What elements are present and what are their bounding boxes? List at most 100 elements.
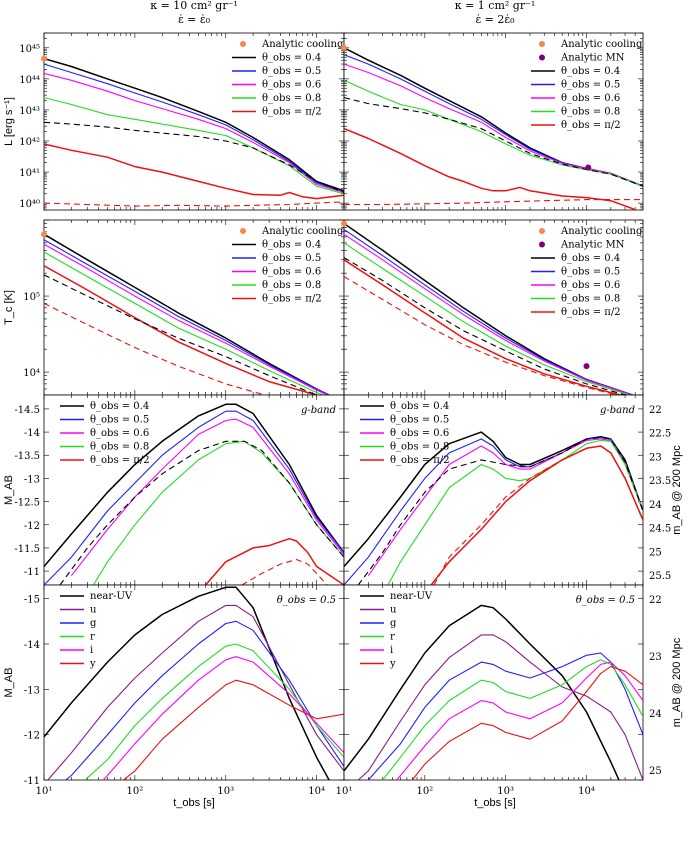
dashed-reference-line	[44, 201, 344, 207]
analytic-cooling-point	[341, 220, 347, 227]
series-line	[344, 242, 632, 395]
x-tick-label: 10²	[127, 786, 144, 797]
y-tick-label: 10⁴¹	[19, 168, 40, 179]
legend-marker	[539, 241, 545, 248]
y-tick-label: 10⁴	[23, 368, 40, 379]
legend-marker	[539, 54, 545, 61]
dashed-reference-line	[344, 257, 628, 395]
legend-entry: θ_obs = π/2	[390, 455, 450, 466]
y-tick-label: -11	[24, 776, 40, 787]
legend-entry: θ_obs = 0.8	[561, 107, 620, 118]
dashed-reference-line	[433, 445, 643, 585]
x-tick-label: 10¹	[336, 786, 353, 797]
series-group	[44, 586, 344, 780]
legend-entry: θ_obs = 0.6	[262, 267, 321, 278]
y2-tick-label: 22	[649, 405, 662, 416]
dashed-reference-line	[44, 121, 344, 194]
y2-tick-label: 24	[649, 709, 662, 720]
x-axis-label-left: t_obs [s]	[173, 797, 215, 809]
series-line	[70, 418, 344, 577]
y2-tick-label: 24	[649, 500, 662, 511]
panels: 10⁴⁰ 10⁴¹ 10⁴² 10⁴³ 10⁴⁴ 10⁴⁵ L [erg s⁻¹] Analy…	[3, 32, 683, 797]
series-line	[344, 233, 634, 395]
plot-frame	[43, 584, 345, 781]
y2-axis-label: m_AB @ 200 Mpc	[671, 445, 683, 535]
legend: Analytic cooling θ_obs = 0.4 θ_obs = 0.5 θ_…	[232, 226, 344, 305]
series-group	[44, 57, 344, 207]
y-tick-label: 10⁴³	[19, 106, 40, 117]
series-line	[411, 666, 643, 780]
y-tick-label: 10⁴⁵	[19, 44, 40, 55]
dashed-reference-line	[344, 276, 619, 395]
legend-entry: θ_obs = π/2	[262, 107, 322, 118]
series-line	[44, 410, 344, 585]
column-title-left-line1: κ = 10 cm² gr⁻¹	[150, 0, 238, 12]
legend-entry: y	[89, 659, 96, 670]
legend-entry: Analytic cooling	[560, 39, 643, 50]
series-line	[344, 79, 643, 187]
series-line	[44, 403, 344, 567]
panel-annotation: θ_obs = 0.5	[277, 595, 336, 606]
series-line	[382, 659, 643, 780]
y-tick-label: 10⁴²	[19, 137, 40, 148]
legend-entry: θ_obs = 0.5	[262, 253, 321, 264]
plot-frame	[343, 219, 644, 396]
legend-entry: θ_obs = 0.4	[561, 66, 620, 77]
legend-marker	[539, 41, 545, 47]
legend-entry: θ_obs = 0.8	[90, 442, 149, 453]
y2-tick-label: 24.5	[649, 524, 671, 535]
series-line	[44, 143, 344, 200]
series-line	[367, 652, 643, 780]
y2-tick-label: 23	[649, 652, 662, 663]
legend-entry: θ_obs = 0.4	[561, 253, 620, 264]
panel-annotation: g-band	[600, 405, 635, 416]
y2-axis-label: m_AB @ 200 Mpc	[671, 637, 683, 727]
series-group	[44, 403, 344, 585]
legend-marker	[240, 41, 246, 47]
y-tick-label: 10⁴⁰	[19, 199, 40, 210]
dashed-reference-line	[44, 302, 267, 395]
y-tick-label: -14	[24, 428, 40, 439]
y-axis-label: T_c [K]	[3, 290, 15, 325]
panel-top-right: Analytic cooling Analytic MN θ_obs = 0.4 θ_…	[341, 32, 644, 211]
y2-tick-label: 22	[649, 595, 662, 606]
legend-entry: near-UV	[90, 591, 133, 602]
legend: Analytic cooling θ_obs = 0.4 θ_obs = 0.5 θ_…	[232, 39, 344, 118]
dashed-reference-line	[241, 558, 328, 585]
legend-entry: θ_obs = 0.8	[262, 93, 321, 104]
y2-tick-label: 25	[649, 766, 662, 777]
legend-entry: θ_obs = 0.8	[561, 294, 620, 305]
panel-annotation: θ_obs = 0.5	[576, 595, 635, 606]
series-line	[396, 661, 643, 780]
x-tick-label: 10³	[217, 786, 234, 797]
y2-tick-label: 22.5	[649, 429, 671, 440]
legend-entry: θ_obs = 0.8	[390, 442, 449, 453]
series-line	[84, 643, 344, 780]
column-title-left-line2: ε̇ = ε̇₀	[178, 13, 211, 26]
analytic-cooling-point	[41, 55, 47, 62]
series-line	[44, 57, 344, 192]
legend: θ_obs = 0.4 θ_obs = 0.5 θ_obs = 0.6 θ_obs =…	[60, 401, 150, 466]
legend-entry: θ_obs = π/2	[561, 120, 621, 131]
series-line	[47, 604, 344, 780]
legend-entry: θ_obs = π/2	[262, 294, 322, 305]
legend-entry: Analytic MN	[560, 53, 625, 64]
series-line	[44, 265, 320, 395]
dashed-reference-line	[344, 97, 643, 187]
legend-entry: Analytic cooling	[261, 39, 344, 50]
y2-tick-label: 23	[649, 452, 662, 463]
series-line	[44, 251, 326, 395]
x-tick-label: 10²	[416, 786, 433, 797]
column-title-right-line2: ε̇ = 2ε̇₀	[475, 13, 515, 26]
legend-entry: θ_obs = 0.4	[262, 53, 321, 64]
series-line	[64, 620, 344, 780]
legend: θ_obs = 0.4 θ_obs = 0.5 θ_obs = 0.6 θ_obs =…	[360, 401, 450, 466]
y-tick-label: -15	[24, 595, 40, 606]
y-tick-label: 10⁴⁴	[19, 75, 40, 86]
y-tick-label: -11	[24, 567, 40, 578]
legend-entry: r	[390, 632, 395, 643]
legend-entry: θ_obs = π/2	[561, 307, 621, 318]
y-tick-label: -13	[24, 685, 40, 696]
series-group	[44, 233, 331, 395]
series-line	[344, 229, 635, 395]
